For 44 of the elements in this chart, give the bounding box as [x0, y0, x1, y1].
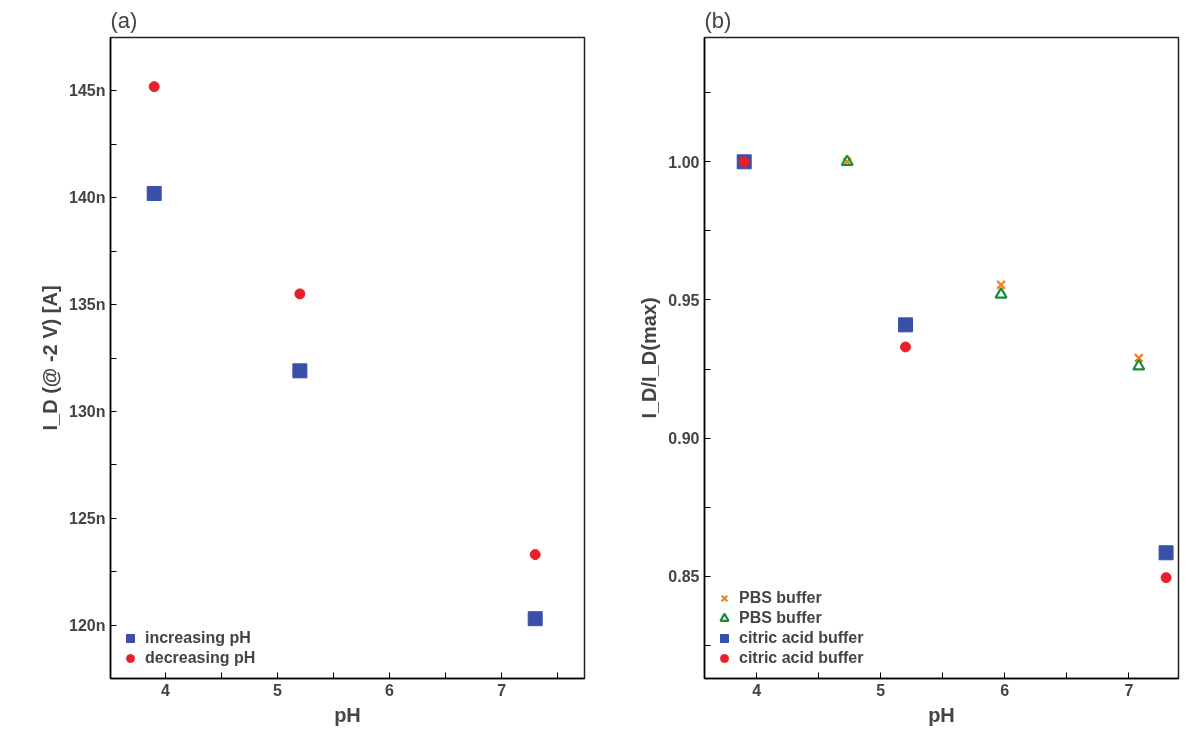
x-tick-label: 6	[385, 681, 395, 699]
y-tick-label: 130n	[69, 402, 106, 420]
x-axis-title: pH	[928, 703, 955, 726]
point	[1132, 358, 1146, 371]
y-tick-label: 0.95	[668, 291, 700, 309]
chart-title: (a)	[110, 7, 138, 33]
point	[1160, 572, 1172, 584]
y-tick-label: 140n	[69, 189, 106, 207]
x-tick-label: 5	[273, 681, 283, 699]
legend-label: PBS buffer	[739, 609, 822, 627]
y-tick-label: 0.90	[668, 430, 700, 448]
legend-label: citric acid buffer	[739, 649, 864, 667]
x-tick-label: 7	[1124, 681, 1134, 699]
y-axis-title: I_D (@ -2 V) [A]	[39, 285, 62, 431]
point	[294, 288, 306, 300]
y-tick-label: 1.00	[668, 153, 700, 171]
legend-label: increasing pH	[145, 629, 251, 647]
point	[1158, 545, 1174, 561]
y-axis-title: I_D/I_D(max)	[638, 297, 661, 419]
x-tick-label: 7	[497, 681, 507, 699]
x-tick-label: 4	[752, 681, 762, 699]
point	[527, 611, 543, 627]
point	[996, 279, 1007, 290]
legend-label: decreasing pH	[145, 649, 256, 667]
x-tick-label: 6	[1000, 681, 1010, 699]
y-tick-label: 0.85	[668, 568, 700, 586]
point	[148, 81, 160, 93]
point	[529, 549, 541, 561]
y-tick-label: 125n	[69, 509, 106, 527]
point	[292, 363, 308, 379]
legend-label: citric acid buffer	[739, 629, 864, 647]
x-axis-title: pH	[334, 703, 361, 726]
point	[994, 287, 1008, 299]
point	[1133, 353, 1144, 363]
point	[146, 185, 162, 201]
y-tick-label: 120n	[69, 616, 106, 634]
y-tick-label: 135n	[69, 296, 106, 314]
chart-title: (b)	[704, 7, 732, 33]
x-tick-label: 5	[876, 681, 886, 699]
x-tick-label: 4	[160, 681, 170, 699]
point	[898, 317, 914, 333]
legend-label: PBS buffer	[739, 589, 822, 607]
point	[900, 341, 912, 353]
y-tick-label: 145n	[69, 82, 106, 100]
